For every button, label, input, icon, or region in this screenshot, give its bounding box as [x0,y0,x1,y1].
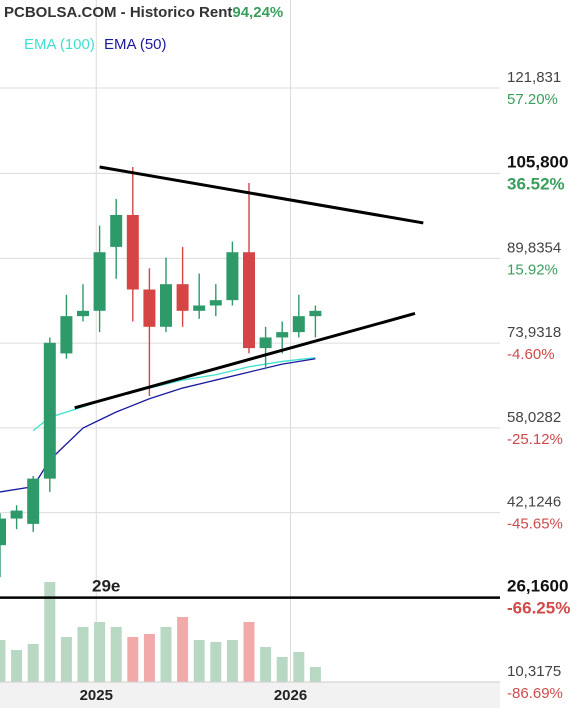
x-tick-label: 2025 [80,687,113,704]
pct-label: 15.92% [507,261,558,278]
pct-label: -45.65% [507,516,563,533]
header-separator: - [116,4,130,21]
page-name: Historico [129,4,195,21]
volume-bar [243,622,255,682]
ema100-line [32,357,316,432]
candle-body [143,289,156,327]
candle-body [193,305,206,311]
candle-body [259,337,272,349]
candle-body [0,518,6,546]
pct-label: -66.25% [507,599,570,618]
pct-label: 57.20% [507,91,558,108]
candle-body [226,252,239,301]
volume-bar [226,640,238,682]
volume-bar [110,627,122,682]
candle-body [276,332,289,338]
support-line-label: 29e [92,577,120,596]
site-name: PCBOLSA.COM [4,4,117,21]
candle-body [160,284,172,327]
volume-bar [276,657,288,682]
legend-ema100: EMA (100) [24,36,95,53]
volume-bar [293,652,305,682]
candle-body [176,284,189,311]
price-label: 10,3175 [507,663,561,680]
candle-body [126,214,139,290]
rent-label: Rent [199,4,233,21]
volume-bar [143,634,155,682]
volume-bar [160,627,172,682]
pct-label: -86.69% [507,685,563,702]
candle-body [27,478,40,524]
volume-bar [309,667,321,682]
volume-bar [44,582,56,682]
candle-body [292,316,305,333]
price-label: 121,831 [507,69,561,86]
volume-bar [94,622,106,682]
pct-label: -25.12% [507,431,563,448]
pct-label: -4.60% [507,346,555,363]
candle-body [77,310,89,317]
x-tick-label: 2026 [274,687,307,704]
price-label: 89,8354 [507,239,561,256]
volume-bar [77,627,89,682]
candle-body [60,316,73,354]
volume-bar [127,637,139,682]
volume-bar [193,640,205,682]
volume-bar [27,644,39,682]
volume-bar [11,650,23,682]
candle-body [10,510,23,519]
candle-body [309,310,322,317]
volume-bar [0,640,6,682]
legend-ema50: EMA (50) [104,36,167,53]
trendline-upper [99,165,424,225]
chart-header: PCBOLSA.COM - Historico Rent94,24% [4,4,283,21]
volume-bar [60,637,72,682]
candle-body [43,342,56,479]
x-axis-strip [0,682,500,708]
trendline-lower [74,312,416,410]
candle-body [93,252,106,311]
price-label: 42,1246 [507,494,561,511]
rent-value: 94,24% [232,4,284,21]
pct-label: 36.52% [507,174,565,193]
candle-body [243,252,255,349]
price-label: 58,0282 [507,409,561,426]
candle-body [110,214,123,247]
volume-bar [210,642,222,682]
price-label: 105,800 [507,152,568,171]
volume-bar [260,647,272,682]
candle-body [209,300,222,306]
volume-bar [177,617,189,682]
price-label: 73,9318 [507,324,561,341]
price-label: 26,1600 [507,577,568,596]
